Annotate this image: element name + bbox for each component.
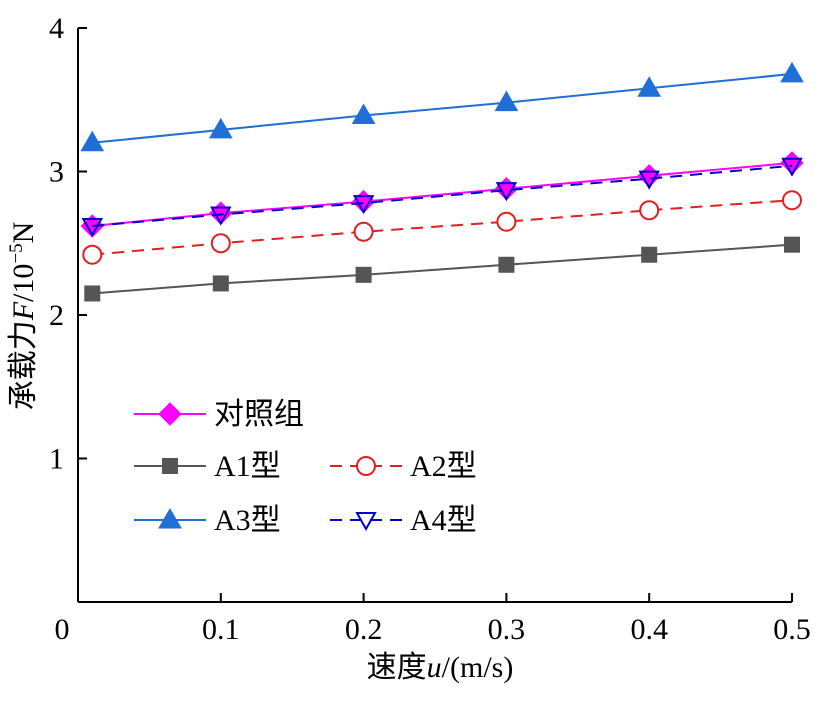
x-axis-title: 速度u/(m/s) — [367, 651, 514, 684]
legend-marker — [356, 456, 376, 476]
legend-label: A4型 — [410, 504, 477, 537]
series-line — [92, 243, 793, 295]
data-point — [495, 182, 518, 202]
y-tick-label: 1 — [49, 443, 64, 476]
legend: 对照组 A1型 A2型 A3型 A4型 — [134, 398, 477, 537]
legend-label: 对照组 — [214, 398, 304, 431]
x-tick-label: 0.2 — [345, 613, 383, 646]
legend-marker — [158, 508, 182, 529]
legend-marker — [162, 458, 178, 474]
axes: 0 0.1 0.2 0.3 0.4 0.5 1 2 3 4 — [49, 12, 811, 646]
legend-item-1: A1型 — [134, 450, 281, 483]
data-point — [212, 275, 229, 292]
data-point — [498, 256, 515, 273]
legend-item-4: A4型 — [330, 504, 477, 537]
y-tick-label: 4 — [49, 12, 64, 45]
y-tick-label: 3 — [49, 156, 64, 189]
data-point — [210, 206, 232, 226]
y-axis-title: 承载力F/10−5N — [6, 222, 40, 411]
data-point — [496, 211, 517, 232]
series-4 — [81, 157, 803, 238]
legend-marker — [355, 512, 377, 532]
series-line — [92, 72, 793, 144]
series-line — [92, 164, 793, 228]
legend-label: A2型 — [410, 450, 477, 483]
data-point — [84, 285, 101, 302]
legend-item-2: A2型 — [330, 450, 477, 483]
legend-item-3: A3型 — [134, 504, 281, 537]
data-point — [641, 246, 658, 263]
series-layer — [80, 61, 804, 302]
series-1 — [84, 236, 800, 302]
series-0 — [80, 151, 804, 238]
legend-label: A1型 — [214, 450, 281, 483]
x-tick-label: 0.3 — [488, 613, 526, 646]
data-point — [494, 90, 519, 112]
data-point — [81, 218, 103, 238]
data-point — [209, 201, 233, 225]
x-tick-label: 0.5 — [773, 613, 811, 646]
data-point — [781, 157, 803, 177]
series-2 — [82, 190, 802, 265]
data-point — [639, 200, 660, 221]
data-point — [208, 117, 233, 139]
y-tick-label: 2 — [49, 299, 64, 332]
series-line — [92, 199, 793, 256]
data-point — [784, 236, 800, 253]
data-point — [637, 76, 662, 97]
legend-marker — [158, 402, 182, 426]
x-tick-label: 0.4 — [630, 613, 668, 646]
data-point — [638, 170, 660, 190]
legend-label: A3型 — [214, 504, 281, 537]
data-point — [780, 61, 804, 83]
data-point — [353, 221, 374, 242]
x-tick-label: 0.1 — [202, 613, 240, 646]
data-point — [782, 190, 802, 211]
legend-item-0: 对照组 — [134, 398, 304, 431]
data-point — [355, 266, 372, 283]
data-point — [351, 103, 376, 125]
data-point — [352, 195, 375, 215]
series-3 — [80, 61, 804, 152]
data-point — [210, 233, 231, 254]
x-tick-label: 0 — [55, 613, 70, 646]
data-point — [82, 244, 103, 265]
series-line — [92, 161, 793, 228]
data-point — [80, 130, 105, 152]
